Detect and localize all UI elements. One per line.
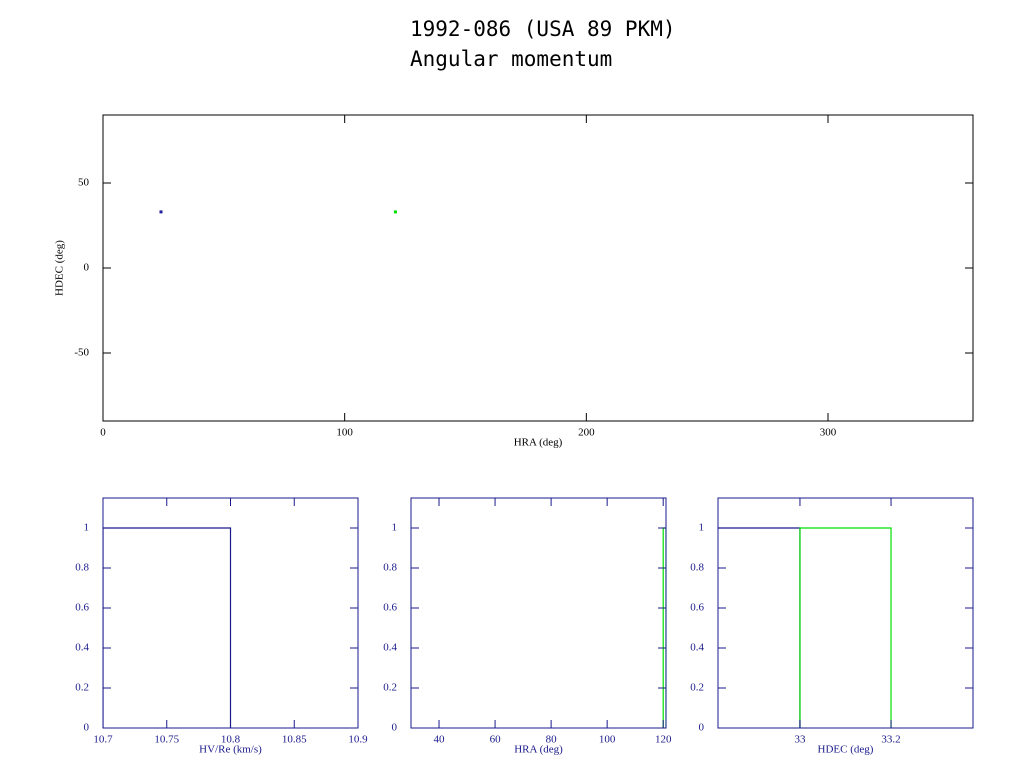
y-tick-label: 50 — [78, 177, 90, 189]
x-axis-label: HRA (deg) — [514, 437, 563, 449]
x-tick-label: 120 — [655, 734, 672, 746]
histogram-step — [103, 527, 232, 728]
y-tick-label: 0 — [392, 722, 398, 734]
x-tick-label: 33 — [794, 734, 806, 746]
y-tick-label: -50 — [74, 347, 89, 359]
y-axis-label: HDEC (deg) — [54, 240, 66, 296]
x-axis-label: HDEC (deg) — [818, 744, 874, 756]
histogram-step — [718, 527, 801, 728]
y-tick-label: 0 — [699, 722, 705, 734]
y-tick-label: 0.6 — [383, 602, 397, 614]
x-tick-label: 10.8 — [221, 734, 241, 746]
histogram-step — [799, 527, 892, 728]
y-tick-label: 0.6 — [75, 602, 89, 614]
x-tick-label: 10.85 — [282, 734, 307, 746]
x-tick-label: 100 — [336, 427, 353, 439]
y-tick-label: 1 — [84, 522, 90, 534]
x-tick-label: 80 — [546, 734, 558, 746]
x-tick-label: 0 — [100, 427, 106, 439]
point — [159, 210, 163, 214]
x-tick-label: 10.7 — [93, 734, 113, 746]
y-tick-label: 0.2 — [75, 682, 89, 694]
chart-title: 1992-086 (USA 89 PKM) — [410, 17, 676, 41]
plot-area — [159, 210, 397, 214]
x-tick-label: 300 — [820, 427, 837, 439]
y-tick-label: 0.4 — [75, 642, 89, 654]
x-tick-label: 100 — [599, 734, 616, 746]
y-tick-label: 0.6 — [690, 602, 704, 614]
x-tick-label: 10.9 — [348, 734, 368, 746]
y-tick-label: 0.8 — [75, 562, 89, 574]
y-tick-label: 1 — [699, 522, 705, 534]
x-tick-label: 200 — [578, 427, 595, 439]
plot-area — [103, 527, 232, 728]
x-axis-label: HV/Re (km/s) — [199, 744, 262, 756]
y-tick-label: 0.2 — [690, 682, 704, 694]
point — [393, 210, 397, 214]
plot-frame — [410, 497, 667, 729]
chart-subtitle: Angular momentum — [410, 47, 612, 71]
y-tick-label: 0.4 — [690, 642, 704, 654]
y-tick-label: 0.2 — [383, 682, 397, 694]
x-axis-label: HRA (deg) — [514, 744, 563, 756]
x-tick-label: 60 — [490, 734, 502, 746]
plot-frame — [717, 497, 974, 729]
plot-frame — [102, 114, 974, 422]
x-tick-label: 40 — [434, 734, 446, 746]
y-tick-label: 0.8 — [383, 562, 397, 574]
y-tick-label: 1 — [392, 522, 398, 534]
y-tick-label: 0 — [84, 262, 90, 274]
y-tick-label: 0.8 — [690, 562, 704, 574]
y-tick-label: 0 — [84, 722, 90, 734]
y-tick-label: 0.4 — [383, 642, 397, 654]
x-tick-label: 33.2 — [881, 734, 900, 746]
x-tick-label: 10.75 — [154, 734, 179, 746]
plot-area — [718, 527, 892, 728]
